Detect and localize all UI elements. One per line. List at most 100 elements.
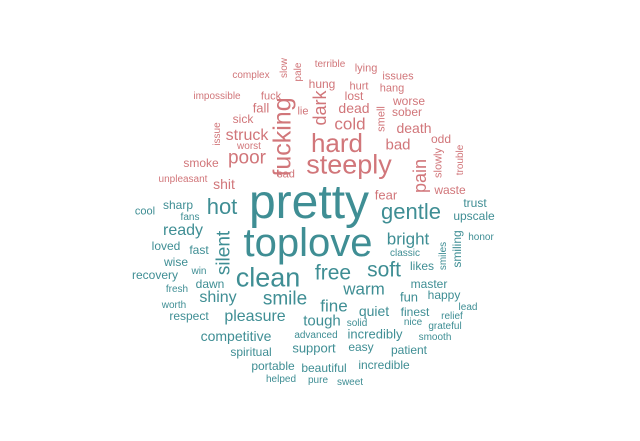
cloud-word: smoke (183, 156, 219, 170)
cloud-word: win (191, 266, 207, 277)
cloud-word: incredibly (347, 326, 403, 342)
cloud-word: pure (307, 375, 329, 386)
cloud-word: hot (206, 194, 238, 219)
cloud-word: worth (161, 300, 187, 311)
cloud-word: issues (382, 70, 414, 83)
cloud-word: lead (458, 302, 478, 313)
cloud-word: issue (212, 122, 223, 146)
cloud-word: pain (410, 158, 430, 194)
cloud-word: grateful (428, 321, 462, 332)
cloud-word: worst (237, 141, 261, 152)
cloud-word: incredible (358, 358, 410, 372)
cloud-word: portable (251, 359, 295, 373)
cloud-word: smooth (418, 332, 452, 343)
cloud-word: patient (390, 343, 428, 357)
cloud-word: impossible (193, 91, 241, 102)
cloud-word: solid (346, 318, 368, 329)
cloud-word: pleasure (224, 308, 286, 325)
cloud-word: hang (379, 82, 405, 95)
cloud-word: dark (310, 90, 330, 126)
cloud-word: odd (430, 132, 452, 146)
cloud-word: struck (225, 127, 269, 144)
cloud-word: support (292, 340, 336, 356)
cloud-word: warm (343, 279, 385, 299)
cloud-word: soft (367, 258, 401, 282)
cloud-word: bad (385, 136, 411, 154)
cloud-word: hurt (349, 80, 369, 93)
cloud-word: smiling (450, 230, 464, 268)
cloud-word: pretty (248, 176, 370, 229)
cloud-word: slowly (432, 148, 445, 178)
cloud-word: loved (151, 239, 181, 253)
cloud-word: helped (265, 374, 297, 385)
cloud-word: shiny (199, 289, 237, 306)
cloud-word: happy (427, 288, 461, 302)
cloud-word: clean (235, 262, 301, 293)
cloud-word: death (396, 120, 432, 136)
cloud-word: worse (392, 94, 426, 108)
cloud-word: dawn (195, 277, 225, 291)
cloud-word: spiritual (230, 345, 272, 359)
cloud-word: complex (232, 70, 270, 81)
cloud-word: free (314, 261, 352, 285)
cloud-word: tough (303, 312, 341, 330)
cloud-word: finest (400, 305, 430, 319)
cloud-word: gentle (381, 199, 441, 224)
cloud-word: beautiful (301, 361, 347, 375)
cloud-word: cool (134, 205, 156, 218)
cloud-word: bright (386, 229, 430, 249)
cloud-word: cold (334, 114, 366, 134)
cloud-word: smell (375, 106, 388, 132)
cloud-word: recovery (131, 268, 179, 282)
cloud-word: lying (354, 62, 378, 75)
cloud-word: sober (391, 105, 423, 119)
cloud-word: fuck (260, 90, 282, 103)
cloud-word: hard (310, 128, 364, 158)
cloud-word: competitive (200, 328, 272, 344)
cloud-word: lost (344, 89, 364, 103)
cloud-word: silent (213, 230, 235, 276)
cloud-word: master (410, 277, 448, 291)
cloud-word: ready (162, 222, 204, 239)
cloud-word: wise (163, 255, 189, 269)
cloud-word: sharp (162, 198, 194, 212)
cloud-word: quiet (358, 303, 390, 319)
cloud-word: fresh (165, 284, 189, 295)
cloud-word: likes (409, 259, 435, 273)
cloud-word: respect (169, 309, 209, 323)
cloud-word: smile (262, 288, 308, 310)
cloud-word: advanced (294, 330, 338, 341)
cloud-word: shit (213, 176, 235, 192)
cloud-word: hung (308, 77, 336, 91)
cloud-word: lie (297, 105, 309, 118)
cloud-word: fucking (268, 97, 297, 177)
cloud-word: fall (252, 100, 270, 116)
cloud-word: toplove (243, 221, 373, 265)
cloud-word: fine (320, 296, 348, 316)
cloud-word: nice (403, 317, 423, 328)
cloud-word: relief (441, 311, 463, 322)
cloud-word: steeply (306, 149, 392, 180)
cloud-word: trust (463, 196, 487, 210)
cloud-word: fear (374, 187, 398, 203)
cloud-word: fast (189, 243, 209, 257)
cloud-word: slow (279, 57, 290, 79)
cloud-word: unpleasant (158, 174, 208, 185)
cloud-word: poor (227, 147, 267, 169)
cloud-word: pale (293, 62, 304, 82)
cloud-word: waste (434, 183, 466, 197)
cloud-word: fun (399, 289, 419, 305)
cloud-word: dead (338, 100, 370, 116)
cloud-word: sad (277, 168, 295, 181)
cloud-word: terrible (314, 59, 346, 70)
cloud-word: classic (389, 248, 421, 259)
cloud-word: honor (468, 232, 494, 243)
cloud-word: fans (180, 212, 200, 223)
cloud-word: smiles (438, 241, 449, 271)
cloud-word: sweet (336, 377, 364, 388)
cloud-word: upscale (453, 209, 495, 223)
cloud-word: sick (232, 112, 254, 126)
cloud-word: trouble (455, 144, 466, 176)
cloud-word: easy (348, 340, 374, 354)
